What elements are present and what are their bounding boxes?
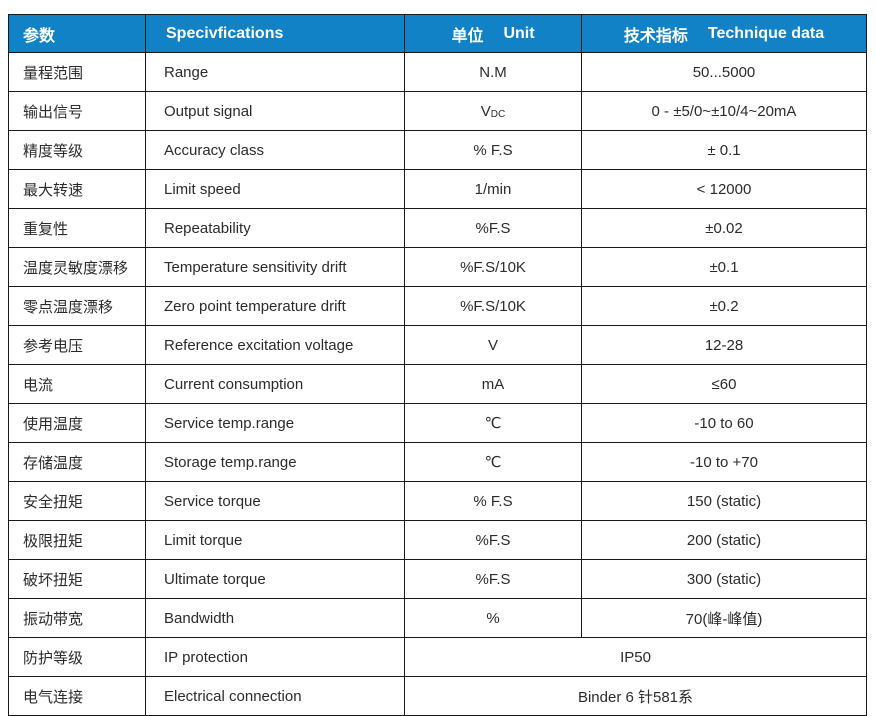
param-name-en: Temperature sensitivity drift (145, 247, 405, 287)
param-name-en: Electrical connection (145, 676, 405, 716)
table-row: 零点温度漂移 Zero point temperature drift %F.S/1… (8, 286, 867, 326)
unit-cell: 1/min (404, 169, 582, 209)
unit-cell: %F.S (404, 559, 582, 599)
header-unit-en: Unit (503, 24, 535, 42)
unit-subscript: DC (490, 108, 506, 120)
param-name-cn: 极限扭矩 (8, 520, 146, 560)
unit-cell: ℃ (404, 403, 582, 443)
param-name-en: Limit speed (145, 169, 405, 209)
param-name-en: Current consumption (145, 364, 405, 404)
header-param-cn: 参数 (8, 14, 146, 53)
merged-value-cell: Binder 6 针581系 (404, 676, 867, 716)
value-cell: 70(峰-峰值) (581, 598, 867, 638)
table-row: 输出信号 Output signal VDC 0 - ±5/0~±10/4~20mA (8, 91, 867, 131)
value-cell: 150 (static) (581, 481, 867, 521)
unit-cell: ℃ (404, 442, 582, 482)
table-row: 使用温度 Service temp.range ℃ -10 to 60 (8, 403, 867, 443)
unit-cell: mA (404, 364, 582, 404)
unit-label: V (480, 102, 491, 120)
param-name-cn: 安全扭矩 (8, 481, 146, 521)
table-row: 重复性 Repeatability %F.S ±0.02 (8, 208, 867, 248)
header-data-cn: 技术指标 (623, 27, 688, 45)
param-name-cn: 电流 (8, 364, 146, 404)
value-cell: -10 to 60 (581, 403, 867, 443)
value-cell: ≤60 (581, 364, 867, 404)
param-name-en: Service temp.range (145, 403, 405, 443)
table-row: 参考电压 Reference excitation voltage V 12-28 (8, 325, 867, 365)
merged-value-cell: IP50 (404, 637, 867, 677)
value-cell: ±0.02 (581, 208, 867, 248)
param-name-en: Accuracy class (145, 130, 405, 170)
value-cell: 300 (static) (581, 559, 867, 599)
unit-cell: %F.S/10K (404, 247, 582, 287)
header-data: 技术指标 Technique data (581, 14, 867, 53)
param-name-cn: 量程范围 (8, 52, 146, 92)
header-data-en: Technique data (707, 24, 825, 42)
table-row: 量程范围 Range N.M 50...5000 (8, 52, 867, 92)
param-name-en: Range (145, 52, 405, 92)
unit-cell: % F.S (404, 130, 582, 170)
param-name-en: Reference excitation voltage (145, 325, 405, 365)
unit-cell: %F.S (404, 520, 582, 560)
table-row: 破坏扭矩 Ultimate torque %F.S 300 (static) (8, 559, 867, 599)
table-row: 振动带宽 Bandwidth% 70(峰-峰值) (8, 598, 867, 638)
param-name-cn: 存储温度 (8, 442, 146, 482)
param-name-cn: 零点温度漂移 (8, 286, 146, 326)
value-cell: < 12000 (581, 169, 867, 209)
param-name-en: Ultimate torque (145, 559, 405, 599)
table-row: 防护等级 IP protection IP50 (8, 637, 867, 677)
value-cell: ± 0.1 (581, 130, 867, 170)
param-name-cn: 温度灵敏度漂移 (8, 247, 146, 287)
param-name-cn: 振动带宽 (8, 598, 146, 638)
header-unit-cn: 单位 (451, 27, 484, 45)
param-name-en: Service torque (145, 481, 405, 521)
unit-cell: % (404, 598, 582, 638)
param-name-cn: 电气连接 (8, 676, 146, 716)
header-unit: 单位 Unit (404, 14, 582, 53)
unit-cell: VDC (404, 91, 582, 131)
spec-table-body: 量程范围 Range N.M 50...5000 输出信号 Output signal VD… (8, 52, 867, 716)
param-name-cn: 重复性 (8, 208, 146, 248)
table-row: 存储温度 Storage temp.range ℃ -10 to +70 (8, 442, 867, 482)
header-param-en: Specivfications (145, 14, 405, 53)
unit-cell: V (404, 325, 582, 365)
unit-cell: N.M (404, 52, 582, 92)
param-name-cn: 破坏扭矩 (8, 559, 146, 599)
value-cell: 50...5000 (581, 52, 867, 92)
value-cell: ±0.1 (581, 247, 867, 287)
param-name-cn: 防护等级 (8, 637, 146, 677)
unit-cell: % F.S (404, 481, 582, 521)
param-name-cn: 输出信号 (8, 91, 146, 131)
unit-cell: %F.S (404, 208, 582, 248)
table-row: 最大转速 Limit speed 1/min < 12000 (8, 169, 867, 209)
param-name-en: Output signal (145, 91, 405, 131)
param-name-en: Bandwidth (145, 598, 405, 638)
value-cell: ±0.2 (581, 286, 867, 326)
param-name-en: Zero point temperature drift (145, 286, 405, 326)
param-name-en: IP protection (145, 637, 405, 677)
table-row: 电流 Current consumption mA ≤60 (8, 364, 867, 404)
table-row: 极限扭矩 Limit torque %F.S 200 (static) (8, 520, 867, 560)
unit-cell: %F.S/10K (404, 286, 582, 326)
param-name-cn: 使用温度 (8, 403, 146, 443)
param-name-en: Repeatability (145, 208, 405, 248)
param-name-cn: 最大转速 (8, 169, 146, 209)
param-name-cn: 精度等级 (8, 130, 146, 170)
table-row: 温度灵敏度漂移 Temperature sensitivity drift %F.S… (8, 247, 867, 287)
value-cell: 12-28 (581, 325, 867, 365)
value-cell: -10 to +70 (581, 442, 867, 482)
value-cell: 0 - ±5/0~±10/4~20mA (581, 91, 867, 131)
param-name-en: Storage temp.range (145, 442, 405, 482)
spec-table: 参数 Specivfications 单位 Unit 技术指标 Techniqu… (8, 14, 867, 716)
param-name-en: Limit torque (145, 520, 405, 560)
header-row: 参数 Specivfications 单位 Unit 技术指标 Techniqu… (8, 14, 867, 53)
table-row: 精度等级 Accuracy class% F.S ± 0.1 (8, 130, 867, 170)
value-cell: 200 (static) (581, 520, 867, 560)
param-name-cn: 参考电压 (8, 325, 146, 365)
table-row: 电气连接 Electrical connection Binder 6 针581系 (8, 676, 867, 716)
table-row: 安全扭矩 Service torque% F.S 150 (static) (8, 481, 867, 521)
